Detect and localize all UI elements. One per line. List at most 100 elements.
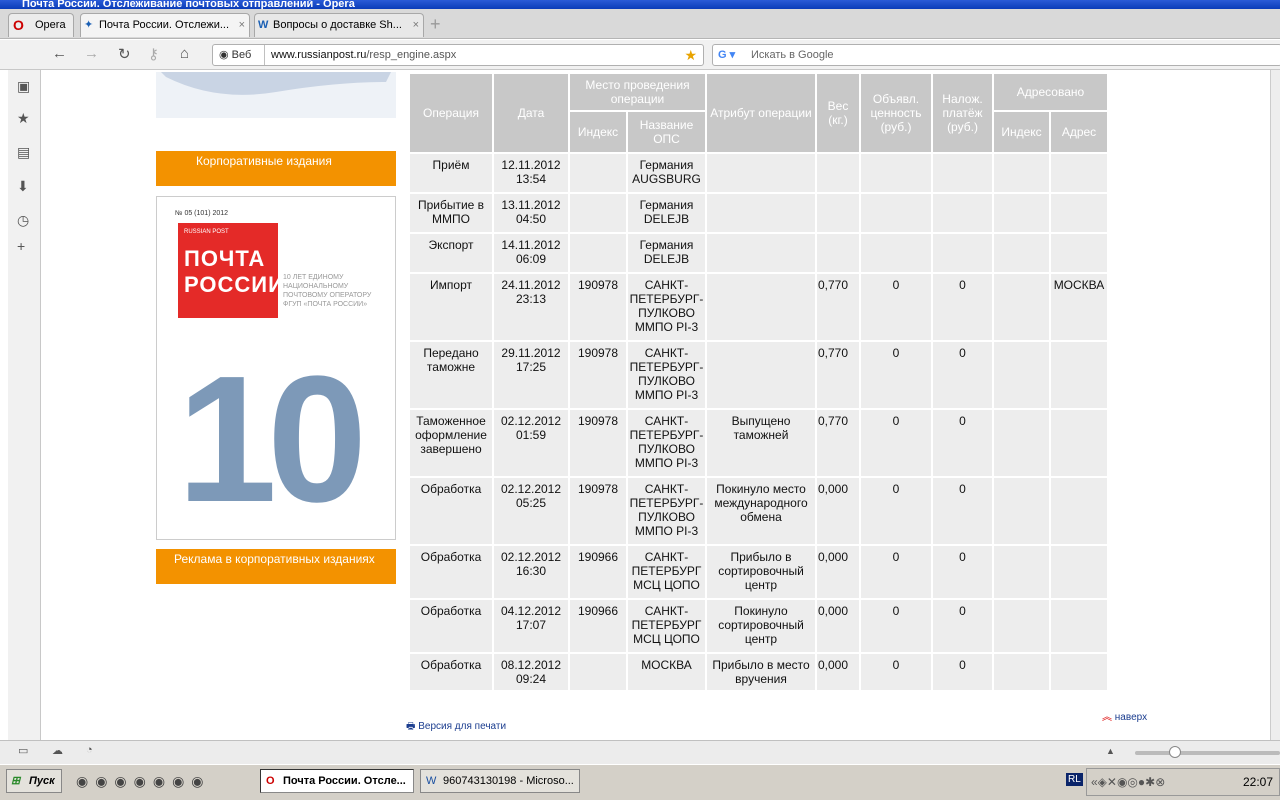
zoom-slider-handle[interactable] (1169, 746, 1181, 758)
print-label: Версия для печати (418, 721, 507, 732)
zoom-slider[interactable] (1135, 746, 1280, 758)
cell-declared-value (859, 152, 933, 194)
taskbar-item-opera[interactable]: O Почта России. Отсле... (260, 769, 414, 793)
cell-date: 13.11.2012 04:50 (492, 192, 570, 234)
tab-questions[interactable]: W Вопросы о доставке Sh... × (254, 13, 424, 37)
ad-publications-link[interactable]: Реклама в корпоративных изданиях (156, 549, 396, 584)
cell-place-index (568, 652, 628, 692)
cell-addr (1049, 652, 1109, 692)
cell-cod: 0 (931, 408, 994, 478)
close-tab-icon[interactable]: × (412, 19, 419, 31)
cell-addr (1049, 192, 1109, 234)
back-to-top-link[interactable]: ︽ наверх (1102, 708, 1147, 723)
header-date: Дата (492, 72, 570, 154)
cell-addr: МОСКВА (1049, 272, 1109, 342)
zoom-up-icon[interactable]: ▲ (1106, 746, 1115, 756)
cell-declared-value: 0 (859, 598, 933, 654)
header-place: Место проведения операции (568, 72, 707, 112)
header-place-index: Индекс (568, 110, 628, 154)
cell-place-index: 190978 (568, 476, 628, 546)
cell-operation: Экспорт (408, 232, 494, 274)
brand-title: ПОЧТА РОССИИ (184, 246, 285, 297)
magazine-cover[interactable]: № 05 (101) 2012 RUSSIAN POST ПОЧТА РОССИ… (156, 196, 396, 540)
cell-place-name: САНКТ-ПЕТЕРБУРГ-ПУЛКОВО ММПО PI-3 (626, 340, 707, 410)
cell-cod: 0 (931, 544, 994, 600)
clock: 22:07 (1242, 775, 1273, 789)
tray-icons[interactable]: «◈✕◉◎●✱⊗ (1091, 775, 1166, 789)
print-version-link[interactable]: 🖶 Версия для печати (406, 719, 506, 736)
cell-place-name: Германия DELEJB (626, 192, 707, 234)
cell-date: 29.11.2012 17:25 (492, 340, 570, 410)
cell-attribute (705, 192, 817, 234)
address-bar[interactable]: ◉ Веб www.russianpost.ru/resp_engine.aspx… (212, 44, 704, 66)
reload-icon[interactable]: ↻ (118, 46, 131, 63)
new-tab-icon[interactable]: + (430, 14, 441, 34)
cell-cod (931, 232, 994, 274)
bookmarks-icon[interactable]: ★ (17, 110, 30, 126)
header-addr: Адрес (1049, 110, 1109, 154)
cell-place-index: 190978 (568, 272, 628, 342)
language-indicator[interactable]: RL (1066, 773, 1083, 786)
cell-addr (1049, 152, 1109, 194)
opera-icon: O (266, 775, 275, 787)
speed-dial-icon[interactable]: ▣ (17, 78, 31, 94)
cell-declared-value: 0 (859, 272, 933, 342)
cell-weight (815, 232, 861, 274)
brand-small: RUSSIAN POST (184, 229, 229, 235)
scrollbar[interactable] (1270, 70, 1280, 740)
table-row: Таможенное оформление завершено 02.12.201… (408, 408, 1109, 478)
cell-date: 12.11.2012 13:54 (492, 152, 570, 194)
corporate-label: Корпоративные издания (196, 154, 332, 168)
header-addr-index: Индекс (992, 110, 1051, 154)
web-badge: ◉ Веб (213, 45, 265, 65)
notes-icon[interactable]: ▤ (17, 144, 31, 160)
cell-operation: Таможенное оформление завершено (408, 408, 494, 478)
opera-menu-button[interactable]: O Opera (8, 13, 74, 37)
downloads-icon[interactable]: ⬇ (17, 178, 29, 194)
header-place-name: Название ОПС (626, 110, 707, 154)
cell-declared-value (859, 232, 933, 274)
cell-weight: 0,000 (815, 598, 861, 654)
panel-toggle-icon[interactable]: ▭ (18, 745, 29, 757)
speed-icon[interactable]: ◔ (86, 744, 93, 756)
corporate-publications-link[interactable]: Корпоративные издания (156, 151, 396, 186)
url-path: /resp_engine.aspx (366, 49, 457, 61)
magazine-logo: RUSSIAN POST ПОЧТА РОССИИ (178, 223, 285, 318)
close-tab-icon[interactable]: × (238, 19, 245, 31)
back-icon[interactable]: ← (52, 45, 67, 62)
quick-launch-icons[interactable]: ◉◉◉◉◉◉◉ (76, 773, 211, 789)
search-placeholder: Искать в Google (751, 49, 834, 61)
search-input[interactable]: G ▾ Искать в Google (712, 44, 1280, 66)
cell-place-name: САНКТ-ПЕТЕРБУРГ-ПУЛКОВО ММПО PI-3 (626, 408, 707, 478)
history-icon[interactable]: ◷ (17, 212, 30, 228)
taskbar-item-word[interactable]: W 960743130198 - Microso... (420, 769, 580, 793)
table-row: Обработка 04.12.2012 17:07 190966 САНКТ-ПЕТ… (408, 598, 1109, 654)
cell-addr-index (992, 598, 1051, 654)
header-weight: Вес (кг.) (815, 72, 861, 154)
cell-operation: Импорт (408, 272, 494, 342)
bookmark-star-icon[interactable]: ★ (684, 47, 697, 63)
cell-weight: 0,000 (815, 544, 861, 600)
cell-date: 02.12.2012 01:59 (492, 408, 570, 478)
url-domain: www.russianpost.ru (271, 49, 367, 61)
turbo-icon[interactable]: ☁ (52, 745, 63, 757)
table-row: Передано таможне 29.11.2012 17:25 190978 СА… (408, 340, 1109, 410)
table-row: Импорт 24.11.2012 23:13 190978 САНКТ-ПЕТЕРБ… (408, 272, 1109, 342)
key-icon[interactable]: ⚷ (148, 46, 159, 63)
russia-map[interactable] (156, 72, 396, 118)
opera-menu-label: Opera (35, 19, 66, 31)
chevron-up-icon: ︽ (1102, 712, 1112, 723)
forward-icon[interactable]: → (84, 45, 99, 62)
header-cod: Налож. платёж (руб.) (931, 72, 994, 154)
tracking-table: Операция Дата Место проведения операции … (408, 72, 1109, 692)
home-icon[interactable]: ⌂ (180, 45, 190, 62)
cell-date: 24.11.2012 23:13 (492, 272, 570, 342)
cell-declared-value: 0 (859, 544, 933, 600)
add-panel-icon[interactable]: + (17, 238, 26, 254)
cell-attribute: Выпущено таможней (705, 408, 817, 478)
cell-declared-value: 0 (859, 408, 933, 478)
cell-addr-index (992, 272, 1051, 342)
cell-attribute (705, 340, 817, 410)
start-button[interactable]: ⊞ Пуск (6, 769, 62, 793)
tab-russianpost[interactable]: ✦ Почта России. Отслежи... × (80, 13, 250, 37)
